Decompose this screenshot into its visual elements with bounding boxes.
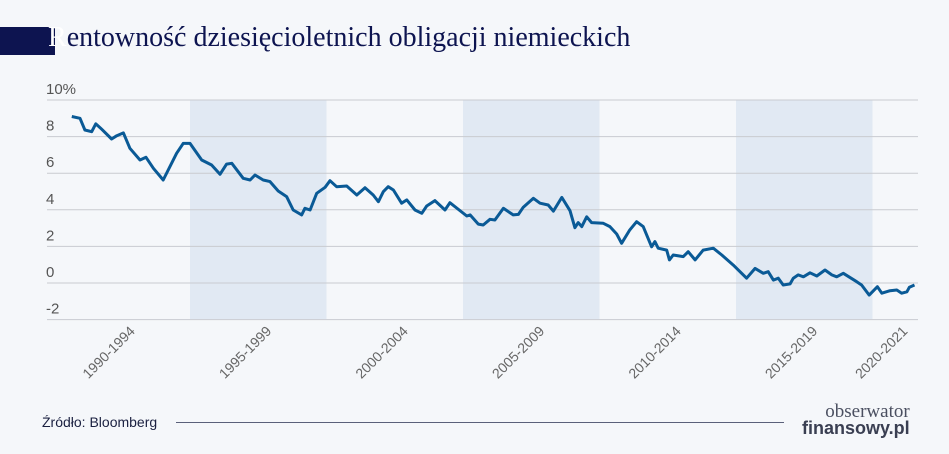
x-tick-label: 2010-2014 [625, 323, 684, 382]
chart-title: Rentowność dziesięcioletnich obligacji n… [48, 22, 630, 54]
x-tick-label: 2020-2021 [852, 323, 911, 382]
x-tick-label: 1995-1999 [216, 323, 275, 382]
x-tick-label: 2015-2019 [762, 323, 821, 382]
y-tick-label: -2 [46, 301, 59, 318]
y-tick-label: 4 [46, 191, 54, 208]
y-tick-label: 0 [46, 264, 54, 281]
x-tick-label: 2000-2004 [352, 323, 411, 382]
y-tick-label: 2 [46, 227, 54, 244]
yield-series-line [71, 115, 916, 297]
line-chart: 10% 8 6 4 2 0 -2 1990-1994 1995-1999 2000-2004 200… [46, 81, 918, 382]
logo-line2: finansowy.pl [802, 418, 910, 438]
logo-line1: obserwator [825, 401, 910, 422]
obserwator-finansowy-logo: obserwator finansowy.pl [802, 401, 910, 438]
title-first-letter: R [48, 22, 67, 53]
y-tick-label: 10% [46, 81, 76, 98]
footer-divider [176, 422, 784, 423]
x-tick-label: 2005-2009 [489, 323, 548, 382]
source-label: Źródło: Bloomberg [42, 414, 158, 430]
y-tick-label: 8 [46, 118, 54, 135]
y-tick-label: 6 [46, 154, 54, 171]
title-accent-block [0, 27, 55, 55]
title-text: entowność dziesięcioletnich obligacji ni… [66, 22, 631, 53]
x-tick-label: 1990-1994 [79, 323, 138, 382]
